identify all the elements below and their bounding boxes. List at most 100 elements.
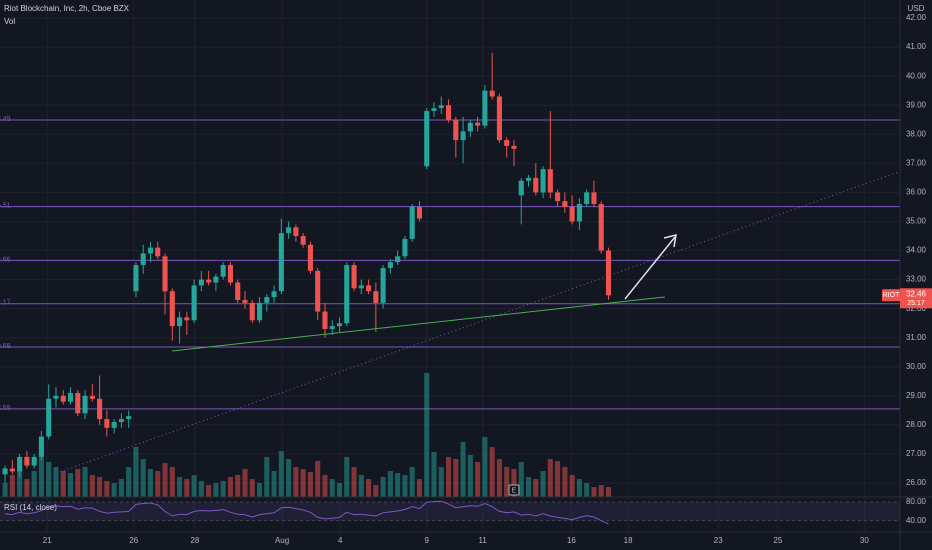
volume-bar: [562, 467, 568, 497]
candle-body: [307, 244, 313, 271]
volume-bar: [329, 479, 335, 497]
volume-bar: [177, 477, 183, 497]
x-tick-label: 25: [773, 536, 782, 545]
level-label: 28.55: [0, 405, 11, 412]
volume-bar: [184, 479, 190, 497]
candle-body: [97, 398, 103, 420]
candle-body: [446, 105, 452, 120]
candle-body: [293, 227, 299, 237]
volume-bar: [533, 479, 539, 497]
volume-bar: [489, 447, 495, 497]
rsi-band: [0, 502, 900, 521]
volume-bar: [373, 485, 379, 497]
candle-body: [198, 279, 204, 286]
candle-body: [322, 311, 328, 330]
volume-bar: [293, 467, 299, 497]
countdown-label: 25:17: [907, 300, 925, 307]
candle-body: [373, 291, 379, 303]
candle-body: [31, 456, 37, 466]
volume-bar: [584, 483, 590, 497]
candle-body: [177, 317, 183, 327]
volume-bar: [424, 373, 430, 497]
x-tick-label: 16: [567, 536, 576, 545]
candle-body: [569, 206, 575, 222]
y-tick-label: 30.00: [906, 362, 927, 371]
candle-body: [344, 265, 350, 324]
volume-bar: [227, 477, 233, 497]
x-tick-label: Aug: [275, 536, 289, 545]
volume-bar: [104, 481, 110, 497]
candle-body: [227, 265, 233, 283]
volume-bar: [31, 471, 37, 497]
volume-bar: [140, 459, 146, 497]
candle-body: [169, 291, 175, 327]
volume-bar: [467, 455, 473, 497]
candle-body: [453, 119, 459, 141]
volume-bar: [213, 483, 219, 497]
x-tick-label: 30: [860, 536, 869, 545]
symbol-tag: [882, 289, 900, 302]
volume-bar: [264, 457, 270, 497]
level-label: 35.51: [0, 202, 11, 209]
candle-body: [395, 256, 401, 263]
candle-body: [591, 192, 597, 205]
volume-bar: [387, 471, 393, 497]
rsi-tick-label: 80.00: [906, 497, 927, 506]
volume-bar: [118, 479, 124, 497]
candle-body: [264, 297, 270, 303]
x-tick-label: 26: [129, 536, 138, 545]
candle-body: [75, 392, 81, 414]
candle-body: [111, 422, 117, 428]
volume-bar: [9, 475, 15, 497]
volume-bar: [155, 471, 161, 497]
volume-bar: [518, 462, 524, 497]
candle-body: [213, 276, 219, 283]
volume-bar: [380, 477, 386, 497]
volume-bar: [46, 462, 52, 497]
volume-bar: [555, 461, 561, 497]
volume-bar: [206, 485, 212, 497]
candle-body: [467, 122, 473, 132]
volume-bar: [2, 483, 8, 497]
candle-body: [547, 169, 553, 193]
y-tick-label: 33.00: [906, 275, 927, 284]
candle-body: [533, 177, 539, 193]
volume-bar: [60, 471, 66, 497]
volume-bar: [475, 462, 481, 497]
volume-bar: [271, 471, 277, 497]
level-label: 30.68: [0, 343, 11, 350]
volume-bar: [162, 463, 168, 497]
x-tick-label: 11: [479, 536, 488, 545]
volume-bar: [82, 467, 88, 497]
volume-bar: [547, 459, 553, 497]
volume-bar: [438, 467, 444, 497]
volume-bar: [431, 452, 437, 497]
candle-body: [555, 192, 561, 202]
volume-bar: [322, 475, 328, 497]
volume-bar: [278, 451, 284, 497]
volume-bar: [395, 473, 401, 497]
rsi-pane: [0, 500, 900, 525]
volume-bar: [336, 483, 343, 497]
event-label: E: [512, 487, 517, 494]
candle-body: [53, 395, 59, 399]
candle-body: [300, 236, 306, 245]
level-label: 38.49: [0, 116, 11, 123]
event-marker: [508, 484, 520, 496]
x-tick-label: 9: [425, 536, 430, 545]
volume-bar: [286, 459, 292, 497]
candle-body: [17, 456, 23, 472]
volume-bar: [242, 469, 248, 497]
candle-body: [220, 265, 226, 277]
volume-bar: [220, 481, 226, 497]
y-tick-label: 38.00: [906, 129, 927, 138]
candle-body: [126, 416, 132, 420]
y-tick-label: 37.00: [906, 158, 927, 167]
candle-body: [438, 105, 444, 109]
candle-body: [409, 206, 415, 239]
x-tick-label: 23: [714, 536, 723, 545]
candle-body: [235, 282, 241, 300]
volume-bar: [525, 477, 532, 497]
candle-body: [184, 317, 190, 321]
